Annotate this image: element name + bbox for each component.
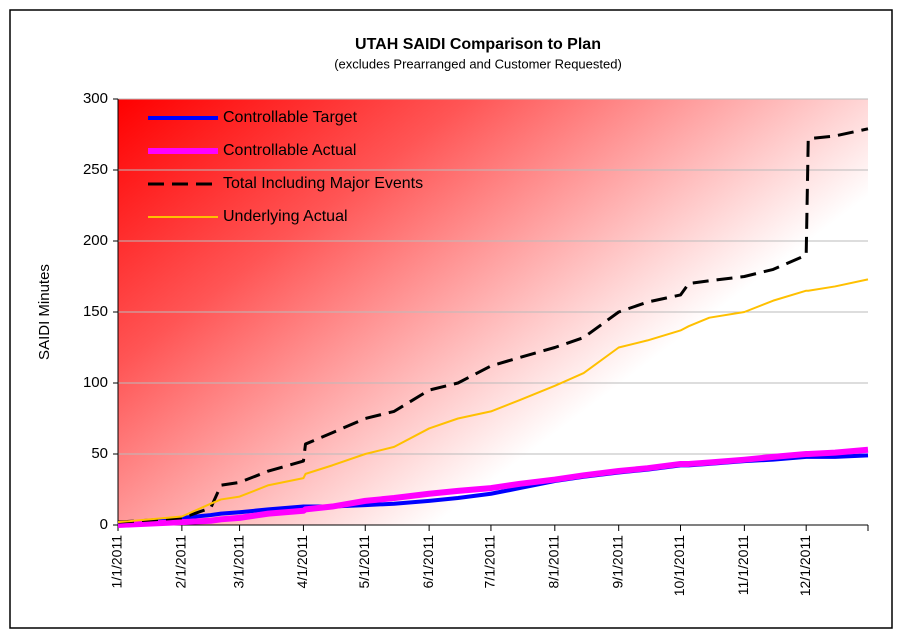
x-tick-label: 4/1/2011 [294,535,310,589]
series-line [117,127,869,524]
x-tick-label: 2/1/2011 [173,535,189,589]
legend-label: Underlying Actual [223,208,348,225]
x-tick-label: 11/1/2011 [735,535,751,595]
legend-label: Controllable Target [223,109,358,126]
x-tick-label: 5/1/2011 [356,535,372,589]
x-tick-label: 6/1/2011 [420,535,436,589]
x-tick-label: 3/1/2011 [230,535,246,589]
y-tick-label: 200 [83,232,108,249]
y-tick-label: 250 [83,161,108,178]
series-line [117,278,869,524]
y-tick-label: 150 [83,303,108,320]
x-tick-label: 7/1/2011 [482,535,498,589]
y-axis-label: SAIDI Minutes [36,264,53,360]
x-tick-label: 12/1/2011 [797,535,813,596]
series-line [117,446,869,528]
chart-title: UTAH SAIDI Comparison to Plan [355,36,601,53]
y-tick-label: 0 [100,516,108,533]
x-tick-label: 9/1/2011 [609,535,625,589]
x-tick-label: 10/1/2011 [671,535,687,596]
chart-subtitle: (excludes Prearranged and Customer Reque… [334,56,622,71]
x-tick-label: 1/1/2011 [109,535,125,589]
y-tick-label: 300 [83,90,108,107]
y-tick-label: 100 [83,374,108,391]
legend-label: Controllable Actual [223,142,356,159]
legend-label: Total Including Major Events [223,175,423,192]
y-tick-label: 50 [91,445,108,462]
x-tick-label: 8/1/2011 [546,535,562,589]
